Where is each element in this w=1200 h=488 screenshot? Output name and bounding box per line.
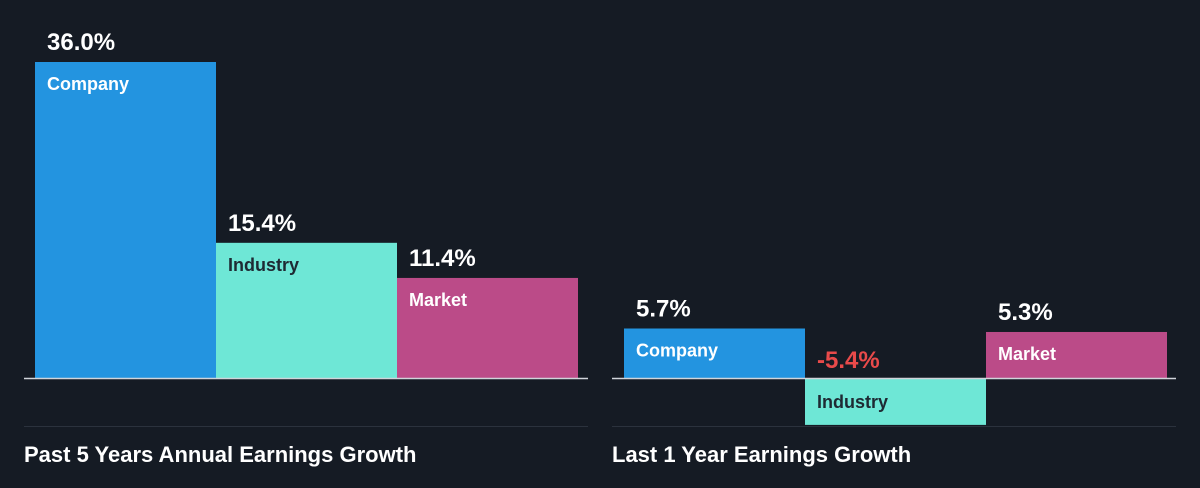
bar-label-industry: Industry [228,255,299,275]
bar-label-company: Company [636,341,718,361]
value-label-market: 5.3% [998,299,1053,326]
chart-panel-last-1-year: Company 5.7% Industry -5.4% Market 5.3% [612,296,1176,427]
bar-label-market: Market [998,344,1056,364]
value-label-company: 36.0% [47,29,115,56]
chart-title-last-1-year: Last 1 Year Earnings Growth [612,442,912,467]
bar-label-company: Company [47,74,129,94]
bar-company [624,328,805,378]
value-label-industry: 15.4% [228,210,296,237]
value-label-company: 5.7% [636,296,691,323]
bar-industry [805,378,986,425]
bar-industry [216,242,397,378]
value-label-industry: -5.4% [817,347,880,374]
bar-label-market: Market [409,290,467,310]
chart-panel-past-5-years: Company 36.0% Industry 15.4% Market 11.4% [24,29,588,427]
bar-company [35,62,216,378]
chart-title-past-5-years: Past 5 Years Annual Earnings Growth [24,442,417,467]
bar-market [397,277,578,378]
value-label-market: 11.4% [409,245,476,272]
bar-label-industry: Industry [817,392,888,412]
bar-market [986,331,1167,378]
